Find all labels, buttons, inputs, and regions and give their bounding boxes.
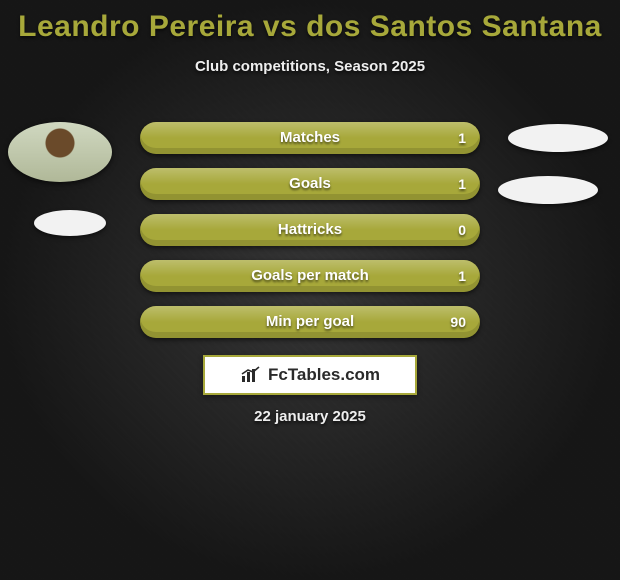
stat-label: Matches <box>140 122 480 154</box>
season-subtitle: Club competitions, Season 2025 <box>0 58 620 75</box>
stat-value: 1 <box>458 168 466 200</box>
stat-bar-goals-per-match: Goals per match 1 <box>140 260 480 292</box>
page-title: Leandro Pereira vs dos Santos Santana <box>0 0 620 44</box>
stat-label: Goals <box>140 168 480 200</box>
branding-text: FcTables.com <box>268 365 380 385</box>
stat-label: Goals per match <box>140 260 480 292</box>
stat-label: Hattricks <box>140 214 480 246</box>
stat-value: 1 <box>458 260 466 292</box>
stat-bar-hattricks: Hattricks 0 <box>140 214 480 246</box>
stat-value: 0 <box>458 214 466 246</box>
stat-bar-matches: Matches 1 <box>140 122 480 154</box>
branding-plate: FcTables.com <box>203 355 417 395</box>
stat-value: 90 <box>450 306 466 338</box>
player-right-badge-1 <box>508 124 608 152</box>
footer-date: 22 january 2025 <box>0 408 620 425</box>
stat-bar-min-per-goal: Min per goal 90 <box>140 306 480 338</box>
player-left-avatar <box>8 122 112 182</box>
player-left-badge <box>34 210 106 236</box>
player-right-badge-2 <box>498 176 598 204</box>
stat-bar-goals: Goals 1 <box>140 168 480 200</box>
stat-value: 1 <box>458 122 466 154</box>
bar-chart-icon <box>240 366 262 384</box>
stat-label: Min per goal <box>140 306 480 338</box>
stats-bars: Matches 1 Goals 1 Hattricks 0 Goals per … <box>140 122 480 352</box>
